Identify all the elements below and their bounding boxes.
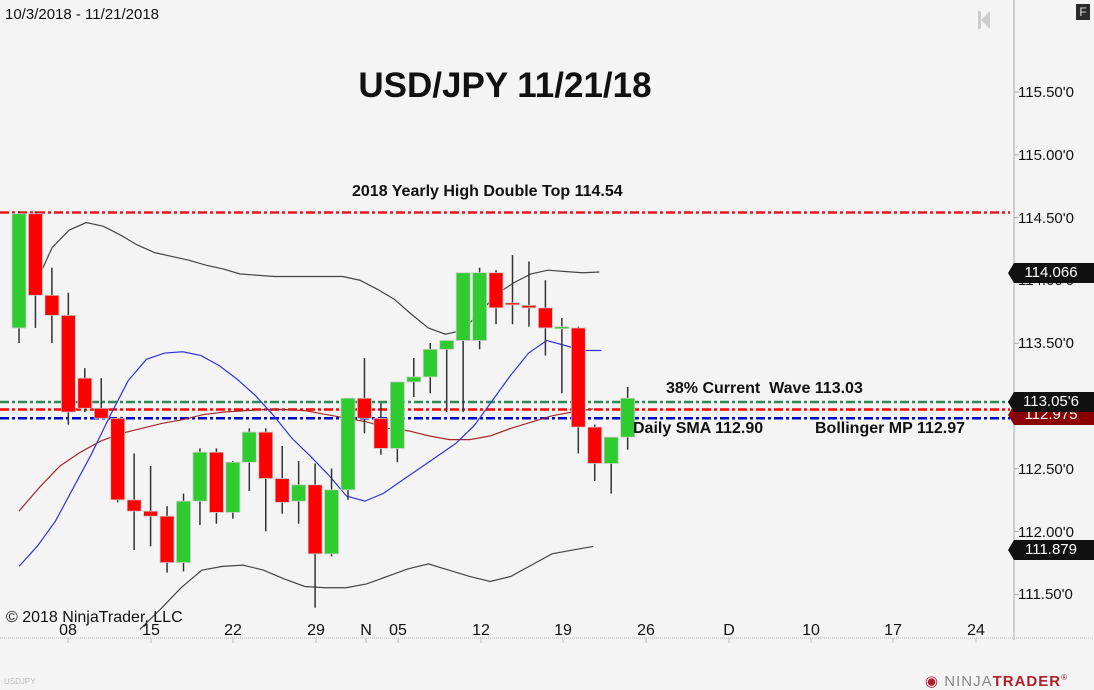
price-tick-label: 111.50'0 (1018, 586, 1073, 604)
horizontal-lines (0, 211, 1010, 420)
price-tick-label: 112.00'0 (1018, 523, 1074, 541)
bollinger-mp-label: Bollinger MP 112.97 (815, 420, 965, 437)
price-tick-label: 114.50'0 (1018, 209, 1074, 227)
upper-band-price-tag: 114.066 (1008, 263, 1094, 283)
indicator-lines (18, 221, 602, 630)
time-tick-label: 12 (472, 622, 490, 639)
date-range: 10/3/2018 - 11/21/2018 (5, 6, 160, 23)
f-button[interactable]: F (1076, 4, 1090, 20)
time-tick-label: 08 (59, 622, 77, 639)
time-tick-label: 22 (224, 622, 242, 639)
sma-label: Daily SMA 112.90 (633, 420, 764, 437)
price-tick-label: 115.50'0 (1018, 84, 1074, 101)
yearly-high-label: 2018 Yearly High Double Top 114.54 (352, 183, 623, 200)
lower-band-price-tag: 111.879 (1008, 540, 1094, 560)
time-tick-label: 05 (389, 622, 407, 639)
time-tick-label: 26 (637, 622, 655, 639)
chart-title: USD/JPY 11/21/18 (358, 66, 652, 105)
price-tick-label: 113.50'0 (1018, 335, 1074, 353)
time-tick-label: 19 (554, 622, 572, 639)
time-tick-label: 24 (967, 622, 985, 639)
symbol-watermark: USDJPY (4, 677, 36, 686)
time-tick-label: D (723, 622, 735, 639)
time-tick-label: 10 (802, 622, 820, 639)
price-tick-label: 112.50'0 (1018, 460, 1074, 478)
time-tick-label: N (360, 622, 372, 639)
skip-to-start-icon[interactable] (978, 10, 992, 30)
time-tick-label: 17 (884, 622, 902, 639)
ninjatrader-logo-icon: ◉ (925, 673, 940, 690)
last-price-tag: 113.05'6 (1008, 392, 1094, 412)
time-tick-label: 29 (307, 622, 325, 639)
axis-ticks (67, 91, 1019, 643)
candlesticks (11, 211, 636, 608)
price-tick-label: 115.00'0 (1018, 146, 1074, 164)
wave-label: 38% Current Wave 113.03 (666, 380, 863, 397)
time-tick-label: 15 (142, 622, 160, 639)
ninjatrader-logo: ◉ NINJATRADER® (925, 673, 1069, 690)
copyright-text: © 2018 NinjaTrader, LLC (6, 609, 183, 626)
